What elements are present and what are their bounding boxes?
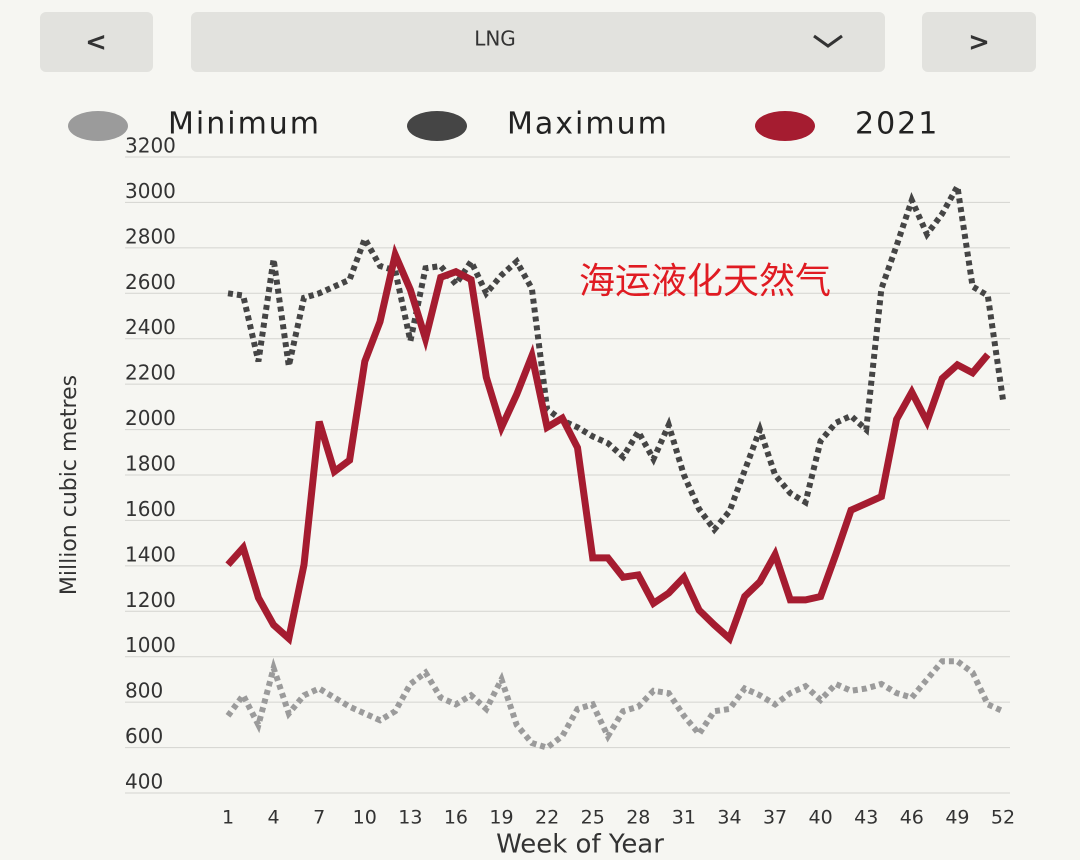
- y-tick-label: 1800: [125, 452, 176, 476]
- y-tick-label: 2600: [125, 270, 176, 294]
- next-label[interactable]: >: [968, 28, 990, 58]
- x-tick-label: 4: [268, 807, 280, 829]
- x-tick-label: 10: [353, 807, 377, 829]
- y-tick-label: 1600: [125, 497, 176, 521]
- selector-label[interactable]: LNG: [474, 27, 516, 51]
- y-tick-label: 2800: [125, 224, 176, 248]
- x-tick-label: 43: [854, 807, 878, 829]
- x-tick-label: 34: [717, 807, 741, 829]
- y-tick-label: 2400: [125, 315, 176, 339]
- y-tick-label: 1200: [125, 588, 176, 612]
- x-tick-label: 49: [945, 807, 969, 829]
- x-tick-label: 37: [763, 807, 787, 829]
- y-tick-label: 1400: [125, 542, 176, 566]
- y-tick-label: 400: [125, 770, 163, 794]
- dropdown-chevron[interactable]: [813, 34, 843, 48]
- series-line: [225, 657, 1005, 751]
- x-tick-label: 16: [444, 807, 468, 829]
- y-axis-label: Million cubic metres: [57, 375, 82, 595]
- next-button[interactable]: [922, 12, 1036, 72]
- prev-button[interactable]: [40, 12, 153, 72]
- y-tick-label: 600: [125, 724, 163, 748]
- x-tick-label: 46: [900, 807, 924, 829]
- legend-label: Minimum: [168, 107, 321, 142]
- x-axis-label: Week of Year: [496, 830, 664, 860]
- x-tick-label: 19: [489, 807, 513, 829]
- x-tick-label: 28: [626, 807, 650, 829]
- series-line: [225, 243, 991, 646]
- legend-label: Maximum: [507, 107, 669, 142]
- x-tick-label: 1: [222, 807, 234, 829]
- y-tick-label: 3200: [125, 134, 176, 158]
- annotation: 海运液化天然气: [579, 261, 831, 302]
- legend-label: 2021: [855, 107, 939, 142]
- legend-swatch: [68, 111, 128, 141]
- series-line: [227, 177, 1006, 535]
- y-tick-label: 800: [125, 679, 163, 703]
- x-tick-label: 52: [991, 807, 1015, 829]
- y-tick-label: 2000: [125, 406, 176, 430]
- x-tick-label: 31: [672, 807, 696, 829]
- series-selector[interactable]: [191, 12, 885, 72]
- x-tick-label: 40: [809, 807, 833, 829]
- legend-swatch: [407, 111, 467, 141]
- x-tick-label: 25: [581, 807, 605, 829]
- y-tick-label: 2200: [125, 361, 176, 385]
- x-tick-label: 7: [313, 807, 325, 829]
- y-tick-label: 1000: [125, 633, 176, 657]
- x-tick-label: 13: [398, 807, 422, 829]
- legend-swatch: [755, 111, 815, 141]
- x-tick-label: 22: [535, 807, 559, 829]
- prev-label[interactable]: <: [85, 28, 107, 58]
- y-tick-label: 3000: [125, 179, 176, 203]
